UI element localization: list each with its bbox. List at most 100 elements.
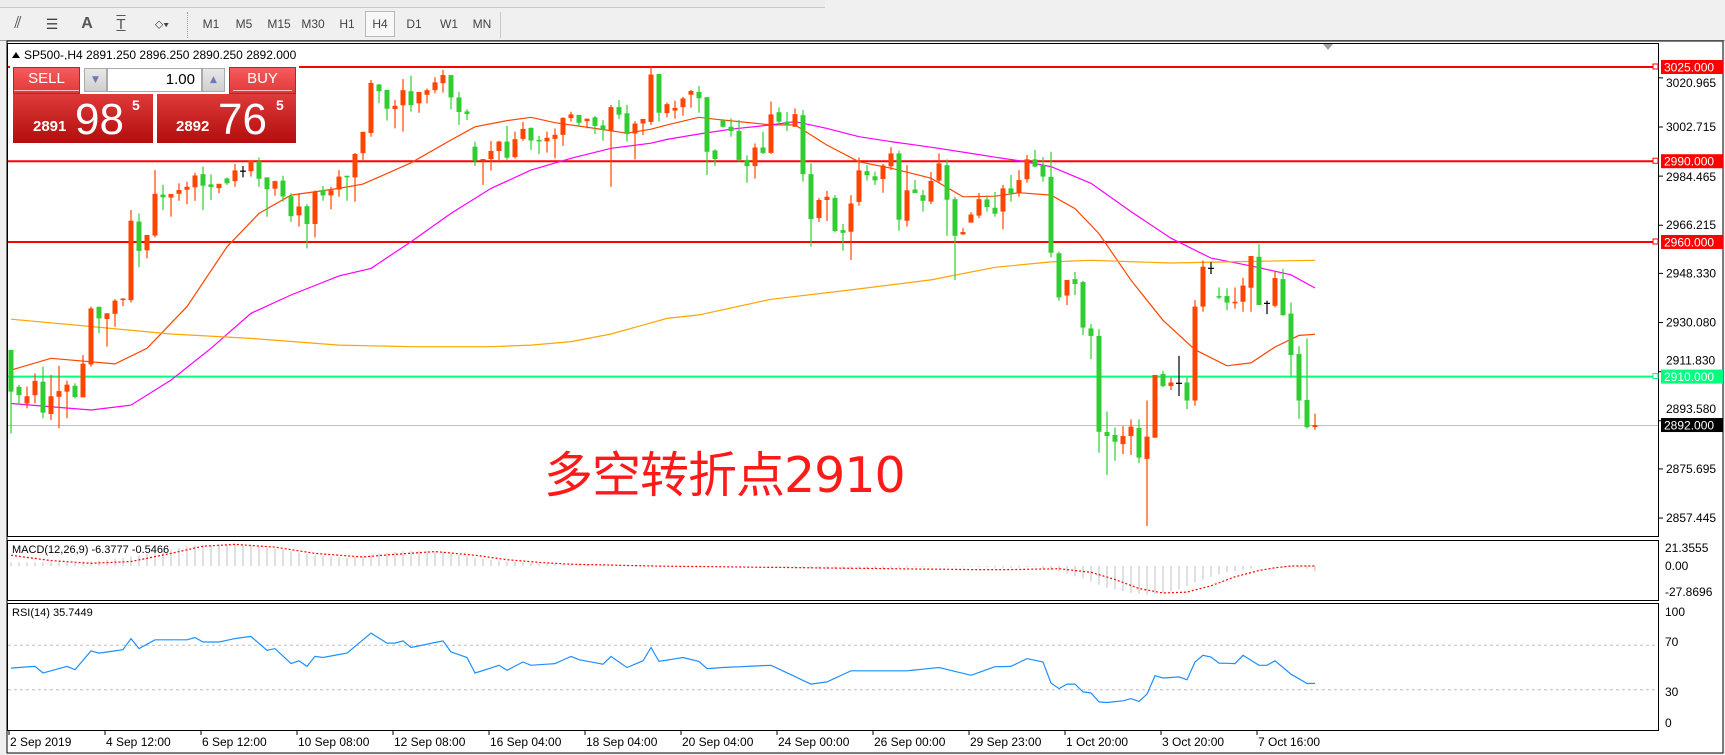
timeframe-w1[interactable]: W1 [440,17,458,31]
candle-body [832,197,838,231]
candle [424,88,430,104]
candle [1024,155,1030,183]
collapse-triangle-icon[interactable] [12,52,20,58]
timeframe-h1[interactable]: H1 [339,17,355,31]
toolbar-separator [187,12,188,38]
lot-size-input[interactable]: 1.00 [107,68,202,92]
time-tick-label: 4 Sep 12:00 [106,735,171,749]
buy-price-box[interactable]: 2892 76 5 [157,94,296,144]
candle-body [640,118,646,124]
chart-shift-marker[interactable] [1323,44,1333,50]
candle [1016,170,1022,197]
candle [1256,244,1262,305]
candle [80,355,86,398]
candle-body [160,194,166,198]
candle-body [688,90,694,95]
candle [1048,151,1054,258]
candle-body [952,199,958,236]
candle [1272,271,1278,308]
candle [672,100,678,119]
candle [616,100,622,120]
current-price-label: 2892.000 [1664,419,1714,433]
level-anchor-handle [1652,373,1659,380]
timeframe-m15[interactable]: M15 [267,17,291,31]
text-tool-icon[interactable]: A [81,15,93,32]
candle-body [1008,188,1014,194]
candle [584,118,590,129]
candle-body [768,114,774,153]
candle [1056,251,1062,301]
candle [104,313,110,347]
time-tick-label: 1 Oct 20:00 [1066,735,1128,749]
candle-body [736,130,742,160]
arrows-tool-icon[interactable]: ⬦▾ [154,16,170,31]
candle [408,75,414,112]
candle-body [440,75,446,84]
candle [96,306,102,334]
candle [1032,149,1038,168]
candle-body [128,220,134,301]
macd-pane[interactable] [7,540,1659,601]
chart-annotation[interactable]: 多空转折点2910 [544,447,906,504]
sell-price-box[interactable]: 2891 98 5 [13,94,153,144]
candle [112,299,118,327]
candle [1080,280,1086,336]
candle-body [632,123,638,134]
sell-button[interactable]: SELL [13,67,80,94]
candle-body [8,349,14,392]
candle-body [1296,353,1302,401]
candle [696,86,702,113]
candle [1064,279,1070,305]
candle-body [1080,282,1086,328]
lot-decrease-button[interactable]: ▼ [84,68,107,92]
candle [376,83,382,104]
candle-body [384,89,390,109]
candle-body [1280,279,1286,316]
candle-body [168,194,174,198]
price-tick-label: 3020.965 [1666,76,1716,90]
candle [72,383,78,399]
candle-body [224,178,230,184]
candle-body [880,165,886,179]
price-tick-label: 2857.445 [1666,511,1716,525]
candle [760,131,766,154]
buy-price-prefix: 2892 [176,118,210,135]
timeframe-d1[interactable]: D1 [406,17,422,31]
fibonacci-fan-icon[interactable]: ☰ [45,15,59,32]
candle-body [608,107,614,131]
timeframe-m5[interactable]: M5 [235,17,253,31]
chevron-down-icon: ▼ [92,75,99,85]
candle [392,100,398,129]
candle-body [456,97,462,112]
candle [448,75,454,110]
candle [1104,411,1110,476]
candle-body [1032,159,1038,167]
candle-body [912,189,918,193]
elliott-wave-icon[interactable]: ⫽ [14,15,22,32]
candle-body [232,170,238,182]
lot-increase-button[interactable]: ▲ [202,68,225,92]
candle-body [432,82,438,91]
rsi-pane[interactable] [7,603,1659,731]
text-label-icon[interactable]: T [116,15,126,33]
candle-body [408,91,414,106]
time-tick-label: 7 Oct 16:00 [1258,735,1320,749]
candle-body [552,134,558,139]
candle [864,164,870,181]
candle-body [360,131,366,154]
candle-body [704,97,710,152]
timeframe-h4[interactable]: H4 [365,11,395,37]
timeframe-m1[interactable]: M1 [202,17,220,31]
candle [944,159,950,236]
timeframe-m30[interactable]: M30 [301,17,325,31]
buy-button[interactable]: BUY [229,67,296,94]
candle [808,163,814,247]
timeframe-mn[interactable]: MN [472,17,492,31]
candle [1208,262,1214,275]
candle [1168,377,1174,391]
candle [192,172,198,201]
current-price-badge [1661,418,1723,433]
candle [176,183,182,201]
price-tick-label: 2948.330 [1666,266,1716,280]
